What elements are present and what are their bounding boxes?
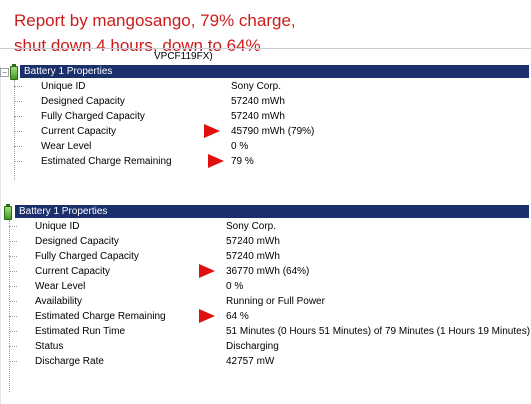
property-label: Unique ID (41, 81, 86, 92)
property-label: Unique ID (35, 221, 80, 232)
property-value: Sony Corp. (231, 81, 282, 92)
property-row[interactable]: Unique ID Sony Corp. (0, 219, 531, 234)
property-row[interactable]: Status Discharging (0, 339, 531, 354)
property-value: 0 % (231, 141, 249, 152)
property-label: Status (35, 341, 64, 352)
property-row[interactable]: Estimated Charge Remaining 64 % (0, 309, 531, 324)
caption-line-1: Report by mangosango, 79% charge, (14, 11, 296, 30)
divider (0, 48, 531, 49)
property-value: Sony Corp. (226, 221, 277, 232)
property-label: Availability (35, 296, 83, 307)
caption-line-2: shut down 4 hours, down to 64% (14, 36, 261, 55)
property-label: Fully Charged Capacity (41, 111, 145, 122)
property-value: 57240 mWh (226, 251, 280, 262)
property-label: Estimated Charge Remaining (35, 311, 166, 322)
property-label: Estimated Charge Remaining (41, 156, 172, 167)
property-row[interactable]: Designed Capacity 57240 mWh (0, 94, 531, 109)
red-arrow-icon (204, 124, 220, 138)
property-row[interactable]: Designed Capacity 57240 mWh (0, 234, 531, 249)
property-label: Current Capacity (41, 126, 117, 137)
property-value: 0 % (226, 281, 244, 292)
property-value: 36770 mWh (64%) (226, 266, 310, 277)
battery-properties-panel-1: − Battery 1 Properties Unique ID Sony Co… (0, 64, 531, 186)
property-value: 57240 mWh (231, 96, 285, 107)
collapse-toggle[interactable]: − (0, 68, 9, 77)
property-row[interactable]: Unique ID Sony Corp. (0, 79, 531, 94)
property-value: 57240 mWh (226, 236, 280, 247)
property-label: Fully Charged Capacity (35, 251, 139, 262)
report-caption: Report by mangosango, 79% charge, shut d… (14, 8, 514, 58)
property-row[interactable]: Wear Level 0 % (0, 139, 531, 154)
property-row[interactable]: Wear Level 0 % (0, 279, 531, 294)
property-row[interactable]: Discharge Rate 42757 mW (0, 354, 531, 369)
property-value: 79 % (231, 156, 254, 167)
property-value: 57240 mWh (231, 111, 285, 122)
tree-left-border (0, 66, 1, 404)
property-label: Discharge Rate (35, 356, 104, 367)
property-row[interactable]: Estimated Charge Remaining 79 % (0, 154, 531, 169)
red-arrow-icon (208, 154, 224, 168)
property-row[interactable]: Estimated Run Time 51 Minutes (0 Hours 5… (0, 324, 531, 339)
battery-icon (10, 64, 18, 80)
device-model-text: VPCF119FX) (154, 51, 213, 62)
property-label: Designed Capacity (35, 236, 119, 247)
property-value: Running or Full Power (226, 296, 325, 307)
property-value: 64 % (226, 311, 249, 322)
panel-header[interactable]: Battery 1 Properties (20, 65, 529, 78)
tree-line (14, 80, 15, 180)
property-value: 42757 mW (226, 356, 275, 367)
property-label: Designed Capacity (41, 96, 125, 107)
property-row[interactable]: Fully Charged Capacity 57240 mWh (0, 249, 531, 264)
property-value: Discharging (226, 341, 279, 352)
property-value: 51 Minutes (0 Hours 51 Minutes) of 79 Mi… (226, 326, 531, 337)
property-row[interactable]: Current Capacity 45790 mWh (79%) (0, 124, 531, 139)
property-row[interactable]: Availability Running or Full Power (0, 294, 531, 309)
property-row[interactable]: Current Capacity 36770 mWh (64%) (0, 264, 531, 279)
property-value: 45790 mWh (79%) (231, 126, 315, 137)
battery-icon (4, 204, 12, 220)
red-arrow-icon (199, 264, 215, 278)
panel-header[interactable]: Battery 1 Properties (15, 205, 529, 218)
property-row[interactable]: Fully Charged Capacity 57240 mWh (0, 109, 531, 124)
property-label: Wear Level (35, 281, 86, 292)
property-label: Estimated Run Time (35, 326, 126, 337)
property-label: Wear Level (41, 141, 92, 152)
tree-line (9, 220, 10, 392)
red-arrow-icon (199, 309, 215, 323)
property-label: Current Capacity (35, 266, 111, 277)
battery-properties-panel-2: Battery 1 Properties Unique ID Sony Corp… (0, 204, 531, 404)
